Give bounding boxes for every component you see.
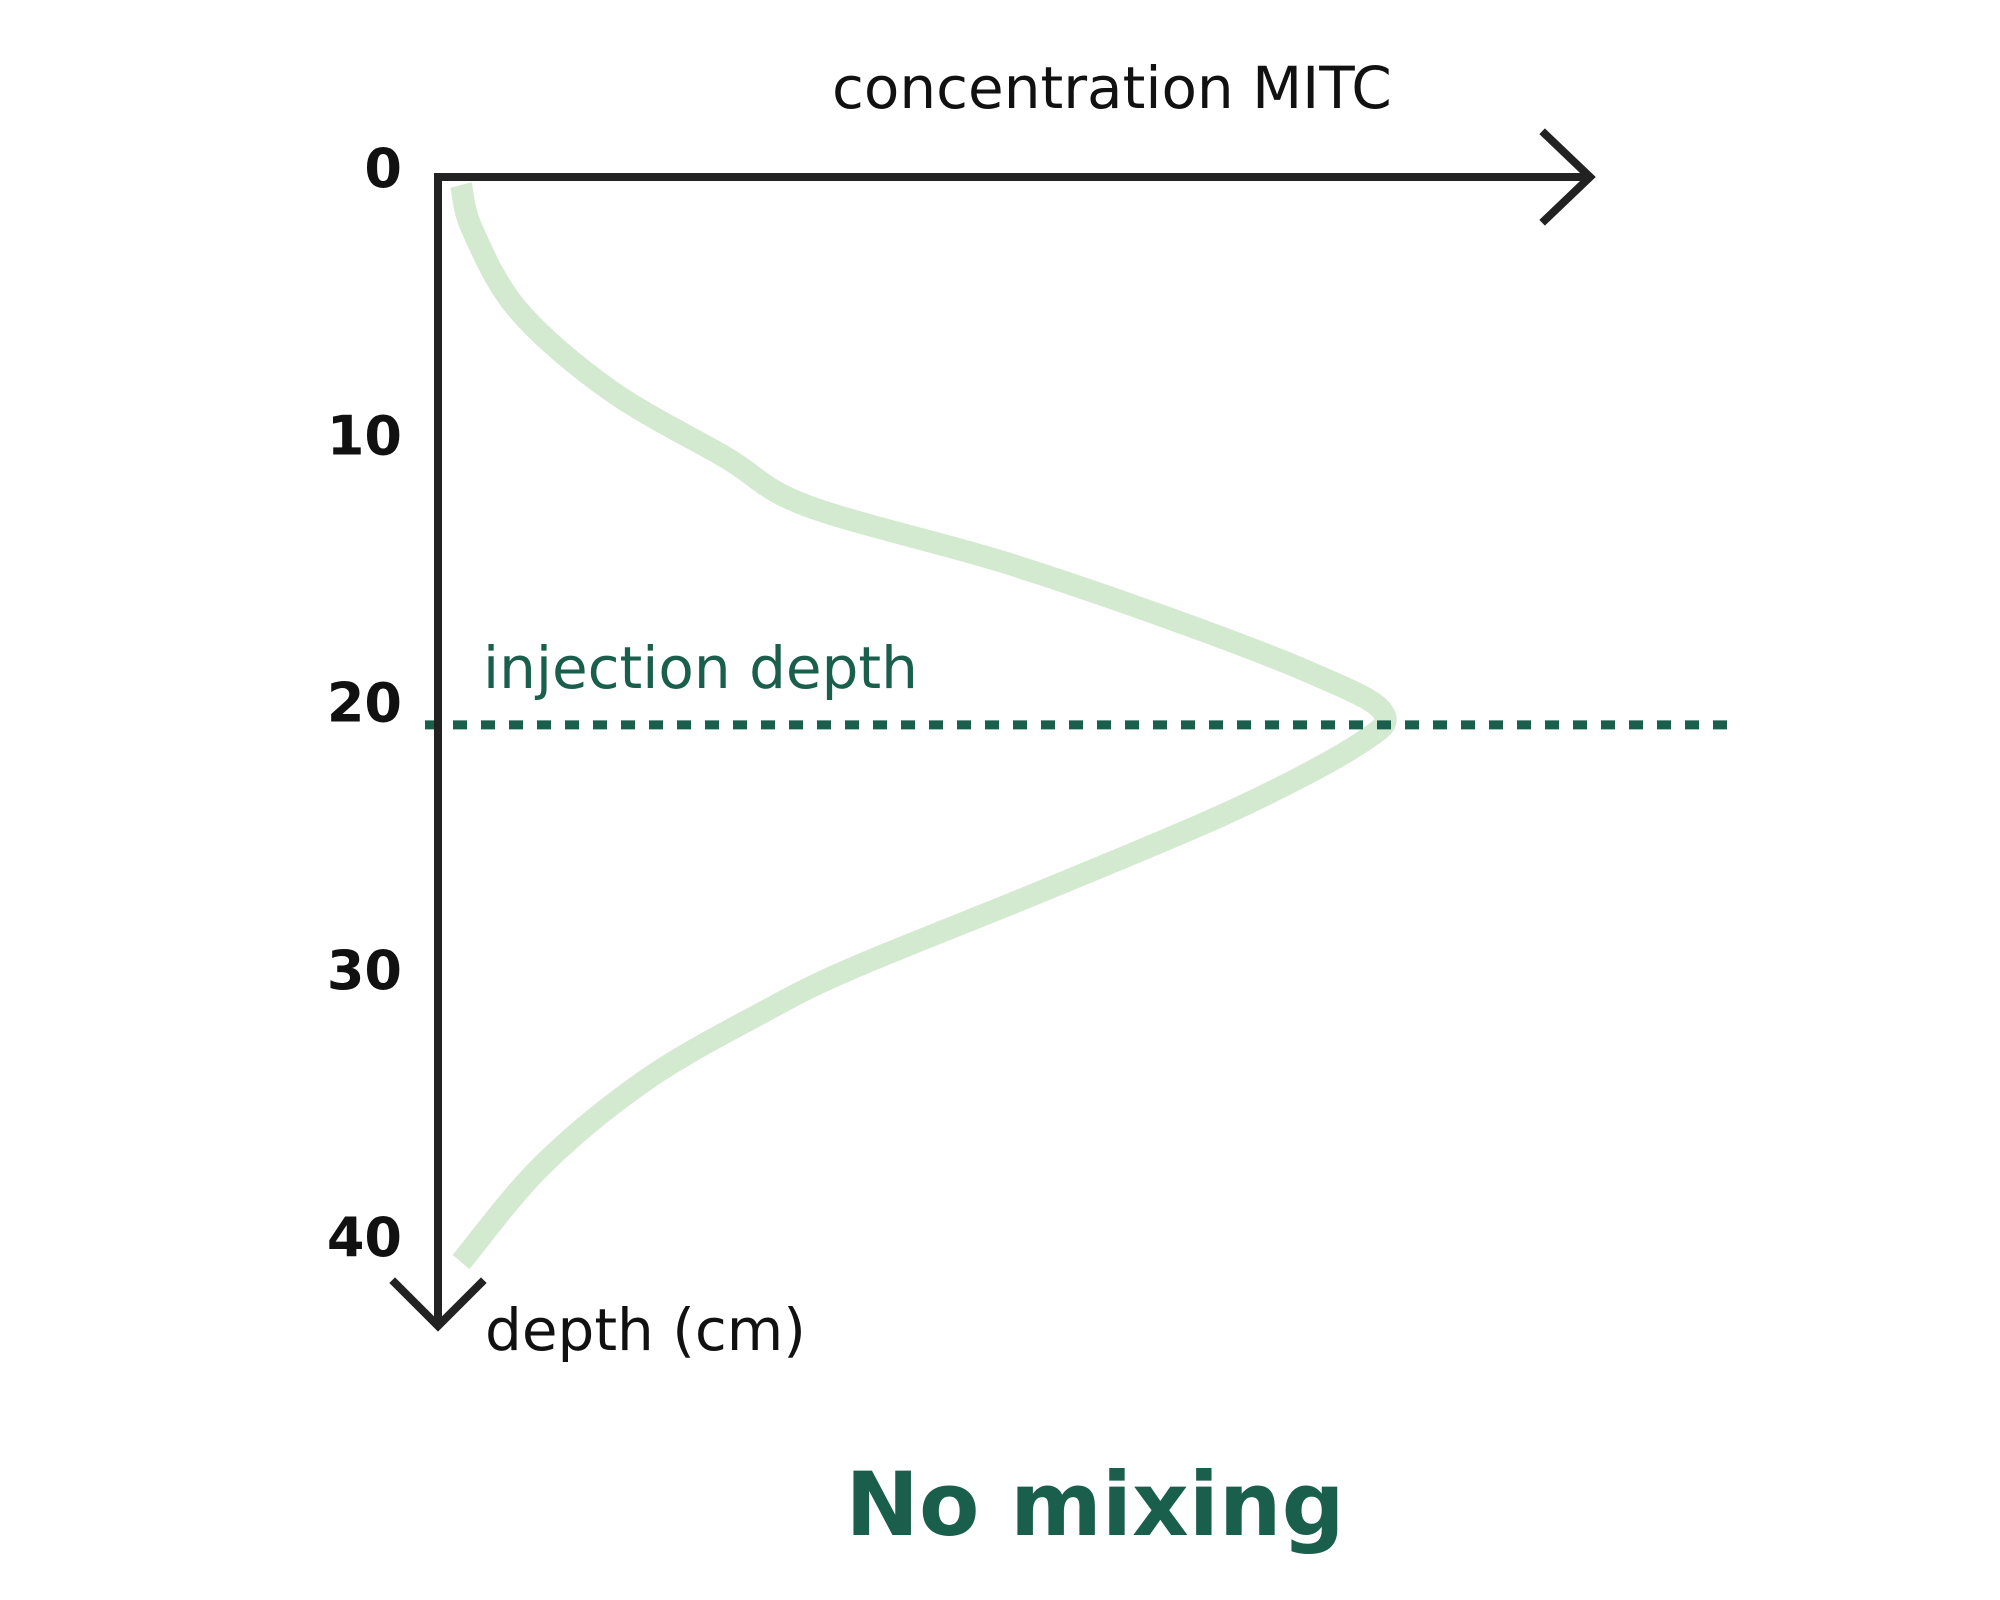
y-tick-label: 40 — [327, 1206, 402, 1269]
x-axis-title: concentration MITC — [832, 54, 1392, 122]
chart-caption: No mixing — [845, 1453, 1344, 1556]
x-axis-arrowhead — [1539, 128, 1596, 226]
concentration-curve — [450, 182, 1397, 1270]
y-tick-label: 0 — [364, 137, 402, 200]
y-tick-label: 10 — [327, 404, 402, 467]
y-axis-arrowhead — [389, 1277, 487, 1332]
injection-depth-label: injection depth — [483, 634, 918, 702]
y-tick-label: 20 — [327, 672, 402, 735]
y-tick-labels: 0 10 20 30 40 — [327, 137, 402, 1269]
y-tick-label: 30 — [327, 939, 402, 1002]
y-axis-title: depth (cm) — [485, 1296, 806, 1364]
